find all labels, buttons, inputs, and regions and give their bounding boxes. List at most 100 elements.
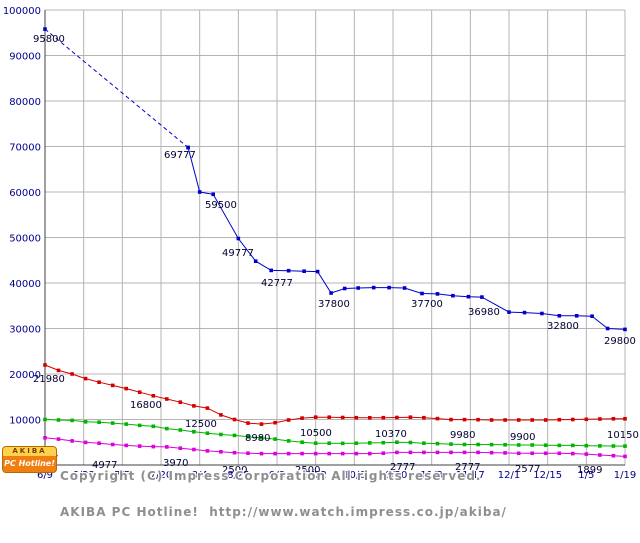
data-point-label: 9980 [450, 430, 475, 441]
data-point-marker [56, 368, 61, 373]
data-point-marker [571, 443, 575, 448]
data-point-marker [219, 450, 223, 454]
data-point-marker [611, 453, 616, 458]
data-point-marker [395, 415, 399, 420]
data-point-label: 10370 [375, 429, 407, 440]
x-axis-tick-label: 12/15 [533, 470, 562, 480]
data-point-marker [422, 441, 426, 445]
data-point-marker [327, 415, 331, 419]
data-point-marker [246, 435, 250, 439]
data-point-marker [97, 420, 101, 424]
data-point-marker [402, 286, 407, 290]
data-point-marker [178, 428, 183, 432]
data-point-marker [286, 268, 291, 273]
data-point-marker [503, 443, 507, 447]
data-point-marker [449, 442, 453, 446]
data-point-marker [340, 441, 345, 446]
data-point-marker [420, 291, 424, 296]
y-axis-tick-label: 50000 [9, 234, 41, 245]
data-point-marker [232, 417, 237, 422]
data-point-marker [571, 417, 575, 422]
data-point-marker [435, 416, 440, 421]
data-point-marker [246, 421, 250, 425]
series-magenta-line [44, 437, 626, 457]
price-history-line-chart: 95800 69777 59500 49777 42777 37800 37700 36980… [3, 6, 639, 480]
data-point-marker [327, 441, 331, 445]
data-point-marker [540, 311, 544, 316]
x-axis-tick-label: 6/9 [37, 470, 53, 480]
x-axis-tick-label: 9/22 [304, 470, 326, 480]
data-point-marker [354, 415, 359, 420]
data-point-label: 2500 [222, 465, 247, 476]
data-point-marker [186, 145, 190, 150]
x-axis-tick-label: 1/19 [614, 470, 636, 480]
data-point-marker [516, 418, 521, 422]
data-point-marker [557, 443, 562, 448]
data-point-marker [205, 431, 210, 435]
data-point-marker [435, 292, 440, 296]
data-point-label: 12500 [185, 419, 217, 430]
data-point-marker [97, 441, 101, 445]
data-point-label: 2777 [390, 462, 415, 473]
data-point-marker [516, 443, 521, 447]
data-point-label: 32800 [547, 321, 579, 332]
data-point-marker [598, 417, 602, 421]
data-point-marker [371, 285, 376, 290]
data-point-marker [211, 192, 215, 197]
data-point-marker [590, 314, 594, 318]
x-axis-tick-label: 11/3 [420, 470, 442, 480]
data-point-marker [543, 451, 548, 456]
data-point-marker [516, 451, 521, 456]
data-point-marker [611, 444, 616, 448]
data-point-marker [435, 441, 440, 446]
data-point-marker [354, 451, 359, 456]
data-point-label: 10150 [607, 430, 639, 441]
data-point-marker [557, 417, 562, 422]
data-point-marker [313, 451, 318, 456]
y-axis-tick-label: 60000 [9, 188, 41, 199]
data-point-marker [611, 417, 616, 421]
data-point-label: 3970 [163, 458, 188, 469]
data-point-marker [259, 436, 264, 440]
data-point-marker [368, 441, 372, 445]
data-point-marker [449, 450, 453, 455]
data-point-marker [259, 422, 264, 426]
data-point-marker [232, 450, 237, 455]
data-point-marker [368, 416, 372, 420]
data-point-marker [489, 418, 494, 422]
data-point-marker [205, 406, 210, 410]
x-axis-tick-label: 6/23 [72, 470, 94, 480]
data-point-marker [124, 443, 128, 448]
data-point-marker [315, 269, 320, 274]
data-point-marker [356, 286, 360, 290]
data-point-marker [342, 286, 347, 291]
data-point-marker [462, 450, 467, 455]
data-point-marker [598, 453, 602, 457]
data-point-label: 36980 [468, 307, 500, 318]
data-point-marker [557, 314, 562, 318]
data-point-marker [354, 441, 359, 445]
data-point-marker [543, 418, 548, 422]
data-point-marker [507, 310, 511, 314]
data-point-marker [253, 259, 258, 263]
data-point-marker [395, 440, 399, 444]
data-point-marker [70, 372, 74, 376]
data-point-marker [137, 444, 142, 448]
data-point-marker [462, 442, 467, 447]
y-axis-tick-label: 30000 [9, 325, 41, 336]
data-point-marker [408, 415, 413, 419]
data-point-label: 69777 [164, 150, 196, 161]
data-point-marker [192, 447, 196, 452]
data-point-marker [489, 450, 494, 455]
data-point-label: 10500 [300, 428, 332, 439]
data-point-marker [300, 451, 304, 456]
data-point-marker [313, 441, 318, 445]
data-point-marker [273, 451, 277, 456]
data-point-label: 1899 [577, 465, 602, 476]
data-point-marker [623, 454, 627, 459]
data-point-marker [381, 415, 386, 420]
data-point-label: 49777 [222, 248, 254, 259]
y-axis-tick-label: 40000 [9, 279, 41, 290]
data-point-marker [462, 417, 467, 422]
data-point-marker [151, 444, 156, 449]
